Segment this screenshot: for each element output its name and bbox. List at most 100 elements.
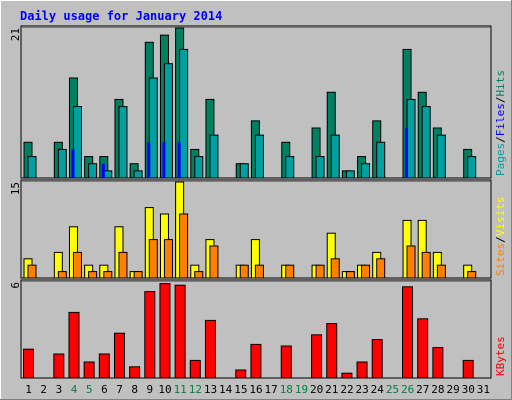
panel-kbytes: 6 KBytes xyxy=(9,279,507,379)
bar-sites-day-10 xyxy=(163,239,173,279)
x-tick-label-day-31: 31 xyxy=(477,383,490,396)
x-tick-label-day-27: 27 xyxy=(416,383,429,396)
bar-pages-day-7 xyxy=(118,106,128,179)
bar-sites-day-4 xyxy=(72,251,82,279)
bar-sites-day-1 xyxy=(27,264,37,279)
bar-sites-day-20 xyxy=(315,264,325,279)
bar-pages-day-27 xyxy=(421,106,431,179)
bar-sites-day-15 xyxy=(239,264,249,279)
bar-kbytes-day-28 xyxy=(432,347,444,379)
legend-entry: Files xyxy=(494,103,507,136)
x-tick-label-day-2: 2 xyxy=(40,383,47,396)
x-tick-label-day-19: 19 xyxy=(295,383,308,396)
x-tick-label-day-26: 26 xyxy=(401,383,414,396)
bar-kbytes-day-24 xyxy=(371,339,383,379)
chart-title: Daily usage for January 2014 xyxy=(20,9,222,23)
x-tick-label-day-7: 7 xyxy=(116,383,123,396)
x-tick-label-day-6: 6 xyxy=(101,383,108,396)
bar-sites-day-18 xyxy=(285,264,295,279)
bar-pages-day-16 xyxy=(254,134,264,179)
x-tick-label-day-5: 5 xyxy=(86,383,93,396)
bar-sites-day-9 xyxy=(148,239,158,279)
bar-files-day-11 xyxy=(177,142,181,178)
bar-kbytes-day-13 xyxy=(204,319,216,379)
x-tick-label-day-24: 24 xyxy=(371,383,385,396)
bar-sites-day-11 xyxy=(179,213,189,279)
bar-pages-day-23 xyxy=(361,163,371,179)
bar-kbytes-day-1 xyxy=(23,348,34,379)
panel-visits_sites: 15 Sites/Visits xyxy=(9,179,507,279)
bar-kbytes-day-20 xyxy=(311,334,323,379)
bar-files-day-6 xyxy=(101,163,105,178)
legend-entry: / xyxy=(494,236,507,243)
panel-legend: Sites/Visits xyxy=(494,197,507,277)
x-tick-label-day-29: 29 xyxy=(446,383,459,396)
bar-kbytes-day-26 xyxy=(402,286,414,379)
y-max-label: 15 xyxy=(9,182,22,195)
legend-entry: Visits xyxy=(494,197,507,237)
bar-sites-day-22 xyxy=(345,271,355,279)
x-tick-label-day-25: 25 xyxy=(386,383,399,396)
bar-pages-day-20 xyxy=(315,156,325,179)
bar-pages-day-21 xyxy=(330,134,340,179)
bar-sites-day-8 xyxy=(133,271,143,279)
x-tick-label-day-23: 23 xyxy=(356,383,369,396)
legend-entry: Sites xyxy=(494,243,507,276)
bar-sites-day-28 xyxy=(436,264,446,279)
bar-pages-day-12 xyxy=(194,156,204,179)
bar-kbytes-day-7 xyxy=(113,332,125,379)
bar-sites-day-23 xyxy=(361,264,371,279)
x-tick-label-day-13: 13 xyxy=(204,383,217,396)
bar-kbytes-day-5 xyxy=(83,361,95,379)
bar-files-day-10 xyxy=(162,142,166,178)
x-tick-label-day-14: 14 xyxy=(219,383,233,396)
bar-pages-day-15 xyxy=(239,163,249,179)
bar-pages-day-28 xyxy=(436,134,446,179)
bar-kbytes-day-23 xyxy=(356,361,368,379)
x-tick-label-day-9: 9 xyxy=(147,383,154,396)
x-tick-label-day-15: 15 xyxy=(234,383,247,396)
bar-kbytes-day-16 xyxy=(250,343,262,379)
bar-sites-day-3 xyxy=(57,271,67,279)
x-tick-label-day-18: 18 xyxy=(280,383,293,396)
x-tick-label-day-20: 20 xyxy=(310,383,323,396)
x-tick-label-day-12: 12 xyxy=(189,383,202,396)
bar-pages-day-11 xyxy=(179,48,189,179)
legend-entry: KBytes xyxy=(494,336,507,376)
bar-pages-day-1 xyxy=(27,156,37,179)
bar-pages-day-9 xyxy=(148,77,158,179)
panel-legend: KBytes xyxy=(494,336,507,376)
x-tick-label-day-22: 22 xyxy=(340,383,353,396)
bar-sites-day-7 xyxy=(118,251,128,279)
bar-kbytes-day-18 xyxy=(280,345,292,379)
bar-pages-day-24 xyxy=(376,141,386,179)
bar-sites-day-6 xyxy=(103,271,113,279)
bar-sites-day-5 xyxy=(88,271,98,279)
bar-files-day-26 xyxy=(405,128,409,178)
bar-files-day-9 xyxy=(147,142,151,178)
x-tick-label-day-1: 1 xyxy=(25,383,32,396)
bar-pages-day-5 xyxy=(88,163,98,179)
bar-pages-day-18 xyxy=(285,156,295,179)
bar-sites-day-30 xyxy=(467,271,477,279)
bar-kbytes-day-27 xyxy=(417,318,429,379)
x-tick-label-day-10: 10 xyxy=(158,383,171,396)
x-tick-label-day-17: 17 xyxy=(265,383,278,396)
bar-kbytes-day-22 xyxy=(341,372,353,379)
bar-pages-day-10 xyxy=(163,63,173,179)
bar-pages-day-6 xyxy=(103,170,113,179)
bar-pages-day-26 xyxy=(406,98,416,179)
bar-sites-day-26 xyxy=(406,245,416,279)
bar-kbytes-day-15 xyxy=(235,369,247,379)
x-tick-label-day-21: 21 xyxy=(325,383,338,396)
bar-kbytes-day-9 xyxy=(144,291,156,379)
bar-pages-day-22 xyxy=(345,170,355,179)
bar-sites-day-13 xyxy=(209,245,219,279)
x-tick-label-day-3: 3 xyxy=(56,383,63,396)
x-tick-label-day-28: 28 xyxy=(431,383,444,396)
x-tick-label-day-8: 8 xyxy=(131,383,138,396)
bar-kbytes-day-12 xyxy=(189,359,201,379)
